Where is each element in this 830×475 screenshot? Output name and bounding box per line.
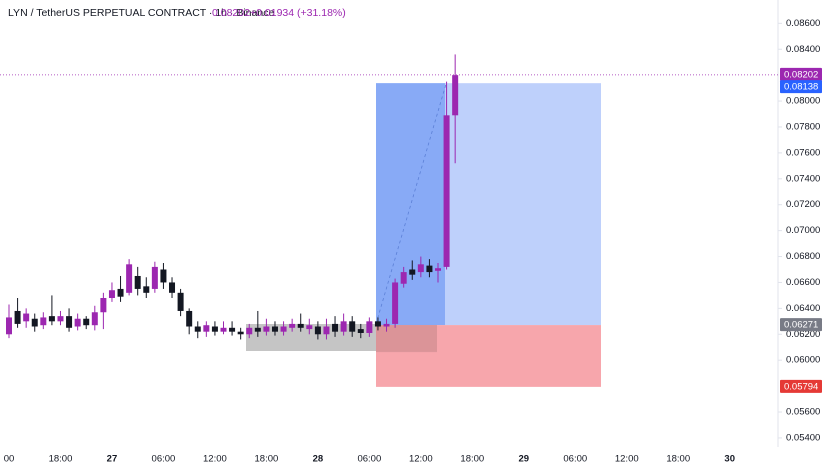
candle-body [31, 318, 38, 327]
candle-body [177, 292, 184, 311]
candle-body [117, 288, 124, 297]
candle-body [57, 316, 64, 322]
candle-body [229, 327, 236, 332]
candle-body [169, 282, 176, 293]
candle-body [6, 317, 12, 335]
candle-body [74, 318, 81, 327]
candle-body [254, 327, 261, 332]
candle-body [297, 323, 304, 328]
x-tick-label: 18:00 [255, 454, 279, 465]
plot [6, 54, 459, 340]
candle-body [383, 323, 390, 327]
position-tool [376, 83, 601, 387]
candle-body [332, 323, 339, 332]
candle-body [452, 75, 459, 116]
y-tick-label: 0.07200 [786, 199, 820, 210]
candle-body [392, 282, 399, 324]
candle-body [314, 326, 321, 335]
candle-body [23, 313, 30, 322]
candle-body [108, 290, 115, 298]
y-tick-label: 0.06600 [786, 277, 820, 288]
x-tick-label: 18:00 [666, 454, 690, 465]
candle-body [323, 326, 330, 335]
y-tick-label: 0.06000 [786, 355, 820, 366]
y-tick-label: 0.05600 [786, 407, 820, 418]
last-price: 0.08202 [212, 7, 250, 19]
candle-body [400, 272, 407, 284]
candle-body [280, 326, 287, 332]
candle-body [14, 310, 21, 324]
candle-body [289, 323, 296, 328]
price-change: +0.01934 (+31.18%) [250, 7, 346, 19]
candle-body [306, 325, 313, 330]
x-tick-label: 27 [107, 454, 118, 465]
candle-body [426, 265, 433, 273]
candle-body [40, 317, 47, 326]
x-tick-label: 06:00 [357, 454, 381, 465]
candle-body [366, 321, 373, 333]
candle-body [435, 268, 441, 271]
y-tick-label: 0.07000 [786, 225, 820, 236]
y-tick-label: 0.06400 [786, 303, 820, 314]
x-tick-label: 12:00 [203, 454, 227, 465]
candle-body [220, 327, 227, 332]
chart-title: LYN / TetherUS PERPETUAL CONTRACT · 1h ·… [8, 7, 274, 19]
y-tick-label: 0.05400 [786, 432, 820, 443]
candle-body [186, 310, 193, 327]
candle-body [374, 321, 381, 327]
y-tick-label: 0.06200 [786, 329, 820, 340]
candle-body [246, 327, 253, 335]
candle-body [134, 275, 141, 289]
candle-body [83, 318, 90, 326]
candle-body [66, 316, 73, 328]
candle-body [417, 264, 424, 273]
y-tick-label: 0.08000 [786, 96, 820, 107]
x-tick-label: 18:00 [460, 454, 484, 465]
candle-body [91, 312, 98, 326]
candle-body [237, 331, 244, 335]
candle-body [349, 321, 356, 332]
x-tick-label: 06:00 [563, 454, 587, 465]
y-tick-label: 0.08400 [786, 44, 820, 55]
stop-label-bg [780, 379, 822, 393]
target-label-bg [780, 80, 822, 94]
y-tick-label: 0.08600 [786, 18, 820, 29]
price-label-bg [780, 67, 822, 81]
x-tick-label: 06:00 [152, 454, 176, 465]
candle-body [443, 115, 450, 267]
profit-elapsed [376, 83, 445, 326]
x-tick-label: 12:00 [615, 454, 639, 465]
x-tick-label: 29 [519, 454, 530, 465]
x-tick-label: 30 [724, 454, 735, 465]
x-tick-label: 28 [313, 454, 324, 465]
candle-body [100, 298, 107, 313]
candle-body [160, 269, 167, 283]
candle-body [271, 326, 278, 332]
x-tick-label: 12:00 [409, 454, 433, 465]
entry-label: 0.06271 [784, 320, 818, 331]
candle-body [409, 269, 416, 275]
candle-body [151, 266, 158, 289]
stop-label: 0.05794 [784, 381, 818, 392]
loss-elapsed [376, 325, 437, 353]
y-tick-label: 0.06800 [786, 251, 820, 262]
candle-body [340, 321, 347, 332]
y-tick-label: 0.07800 [786, 121, 820, 132]
candle-body [203, 325, 210, 332]
candle-body [194, 326, 201, 332]
candle-body [48, 316, 55, 322]
candle-body [126, 264, 133, 293]
x-tick-label: 18:00 [49, 454, 73, 465]
entry-label-bg [780, 318, 822, 332]
candle-body [357, 329, 364, 333]
target-label: 0.08138 [784, 82, 818, 93]
y-tick-label: 0.07600 [786, 147, 820, 158]
candle-body [263, 326, 270, 332]
candle-body [211, 326, 218, 332]
x-tick-label: 00 [4, 454, 15, 465]
y-tick-label: 0.07400 [786, 173, 820, 184]
candle-body [143, 286, 150, 293]
price-label: 0.08202 [784, 69, 818, 80]
